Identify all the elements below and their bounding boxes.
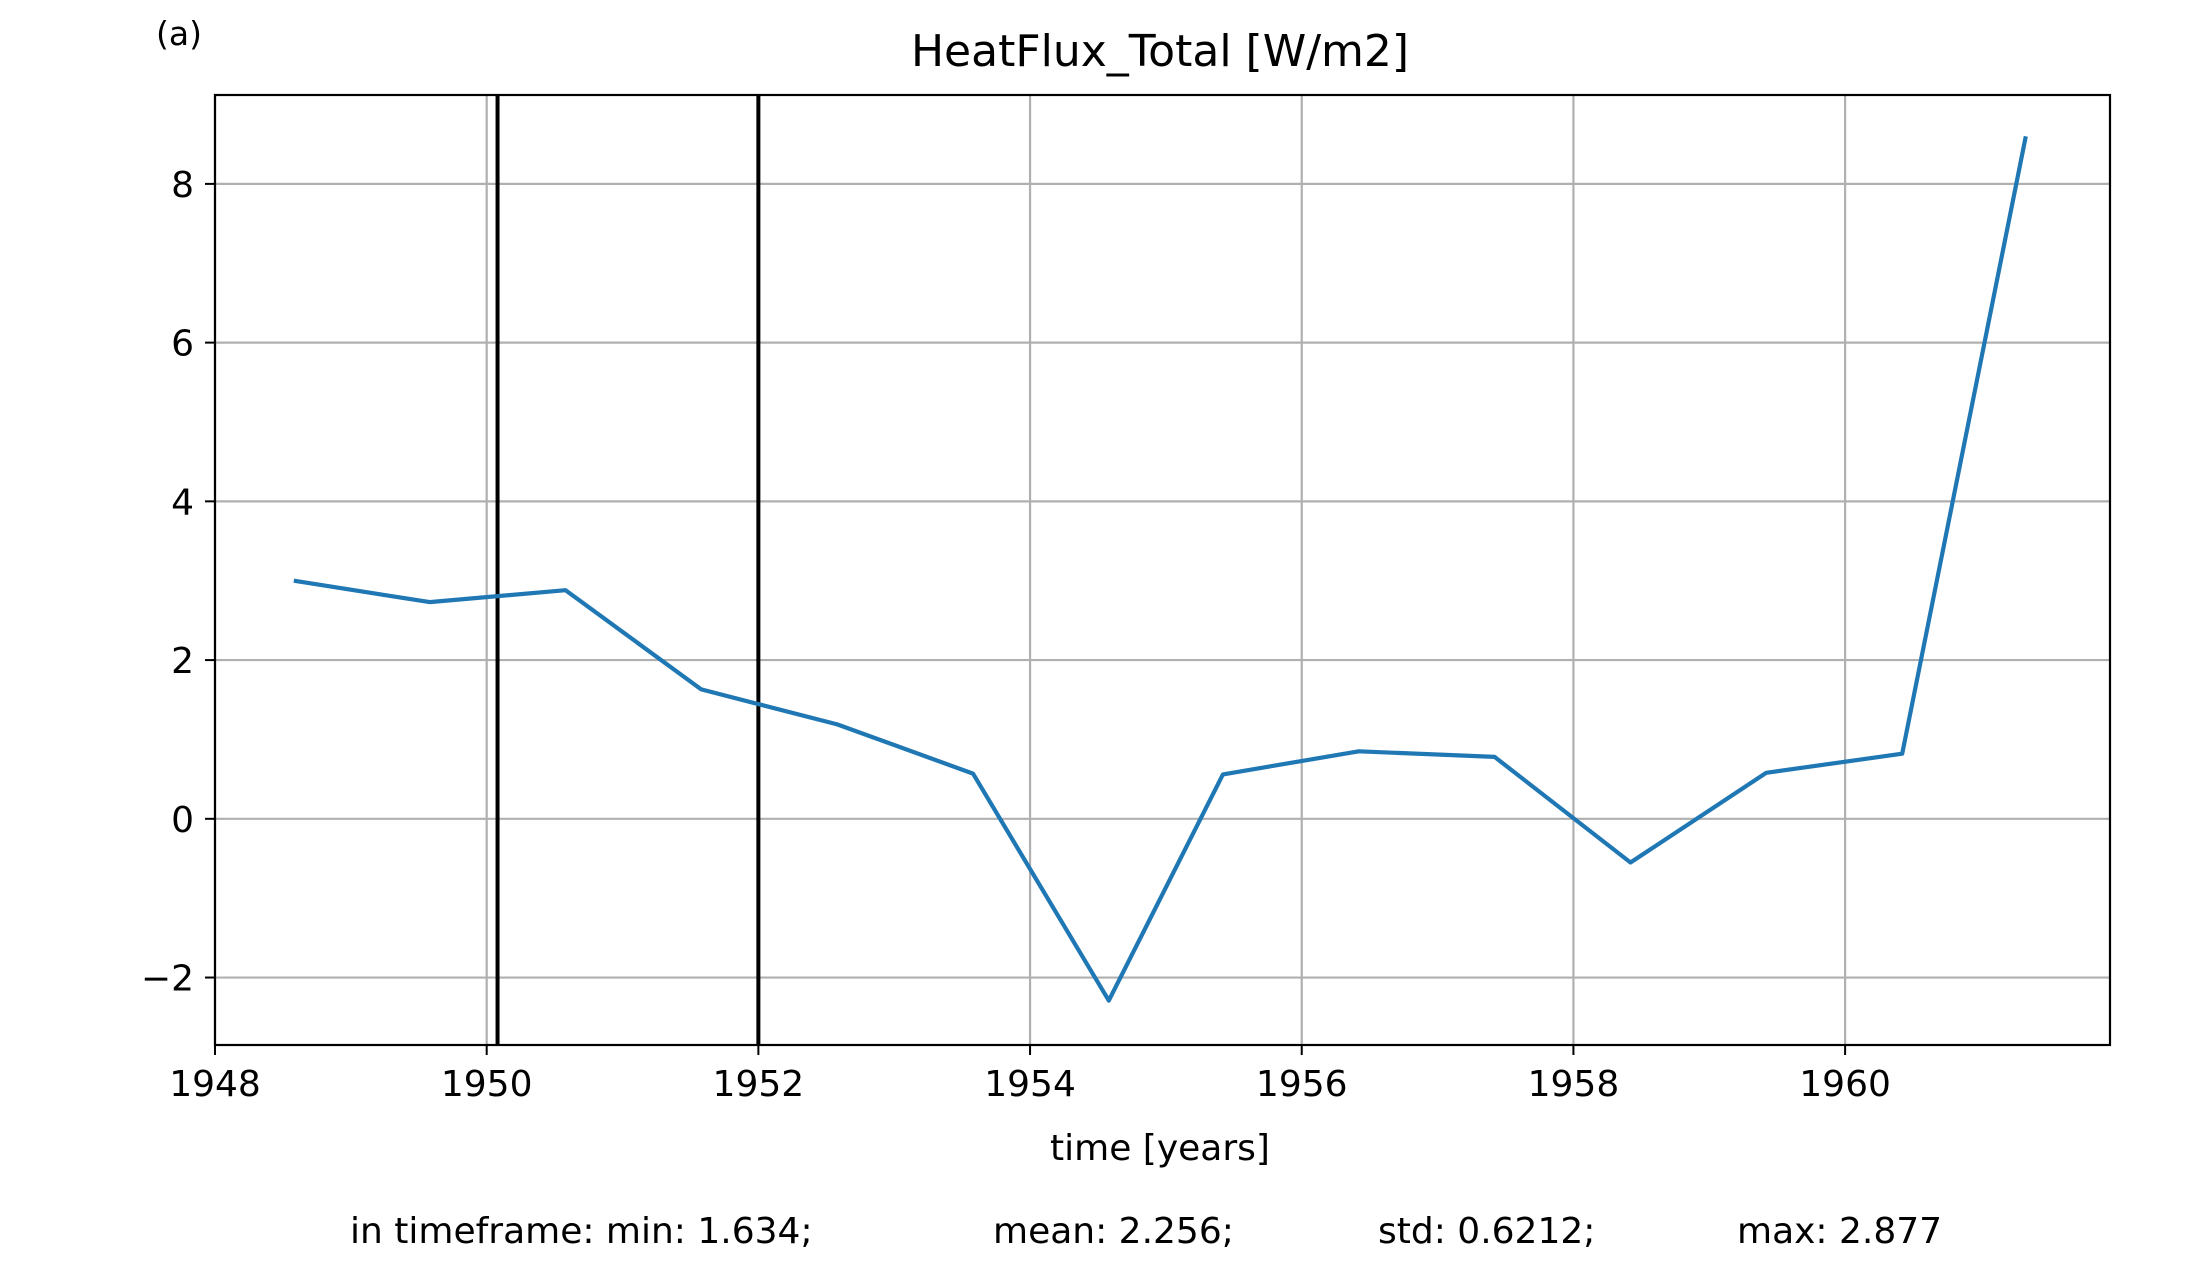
x-axis: 1948 1950 1952 1954 1956 1958 1960 (169, 1045, 1891, 1105)
x-tick-label: 1960 (1799, 1064, 1891, 1105)
x-tick-label: 1954 (984, 1064, 1076, 1105)
x-tick-label: 1948 (169, 1064, 261, 1105)
stat-mean: mean: 2.256; (993, 1211, 1234, 1252)
chart-title: HeatFlux_Total [W/m2] (911, 26, 1409, 77)
y-tick-label: 0 (171, 800, 194, 841)
x-tick-label: 1952 (713, 1064, 805, 1105)
series-layer (293, 135, 2028, 1003)
y-tick-label: −2 (141, 959, 194, 1000)
panel-label: (a) (156, 14, 202, 53)
y-tick-label: 4 (171, 482, 194, 523)
stat-max: max: 2.877 (1737, 1211, 1942, 1252)
x-tick-label: 1950 (441, 1064, 533, 1105)
series-line (293, 135, 2028, 1003)
x-axis-label: time [years] (1050, 1128, 1270, 1169)
x-tick-label: 1956 (1256, 1064, 1348, 1105)
y-tick-label: 2 (171, 641, 194, 682)
x-tick-label: 1958 (1528, 1064, 1620, 1105)
y-tick-label: 8 (171, 165, 194, 206)
stats-line: in timeframe: min: 1.634; mean: 2.256; s… (350, 1211, 1942, 1252)
plot-frame (213, 93, 2112, 1047)
stat-min: in timeframe: min: 1.634; (350, 1211, 813, 1252)
y-tick-label: 6 (171, 324, 194, 365)
vertical-markers (495, 95, 761, 1045)
stat-std: std: 0.6212; (1378, 1211, 1595, 1252)
y-axis: −2 0 2 4 6 8 (141, 165, 215, 1000)
